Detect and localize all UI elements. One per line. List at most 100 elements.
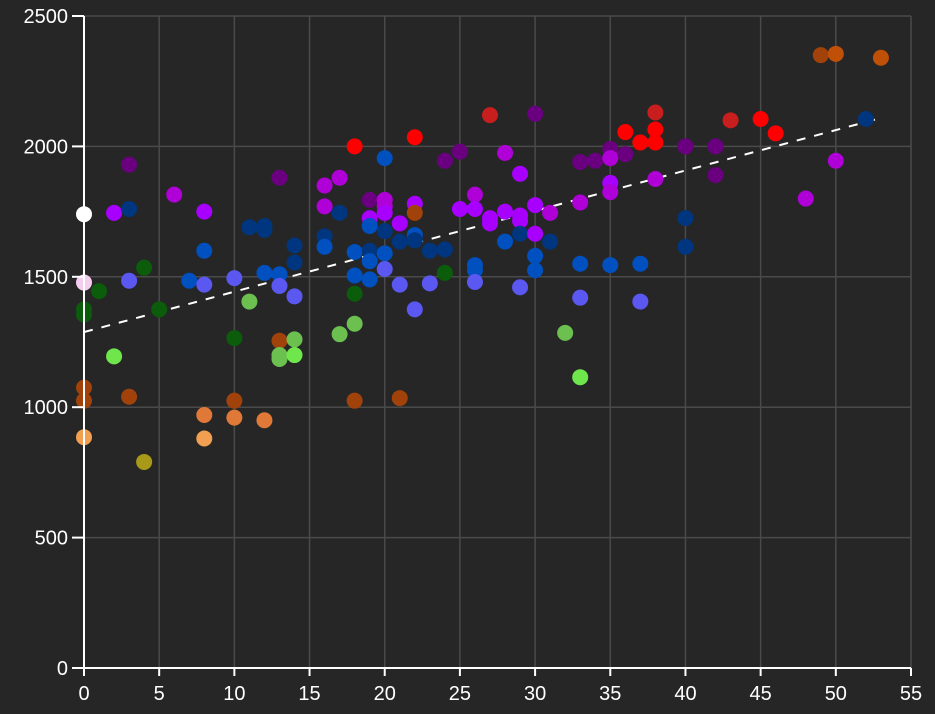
data-point [346, 285, 363, 302]
data-point [226, 330, 243, 347]
data-point [376, 223, 393, 240]
data-point [196, 242, 213, 259]
data-point [677, 238, 694, 255]
data-point [181, 272, 198, 289]
data-point [406, 301, 423, 318]
data-point [226, 392, 243, 409]
data-point [527, 247, 544, 264]
data-point [797, 190, 814, 207]
x-tick-label: 15 [298, 683, 320, 705]
data-point [451, 143, 468, 160]
data-point [572, 369, 589, 386]
x-tick-label: 55 [900, 683, 922, 705]
grid-lines [84, 15, 912, 668]
data-point [677, 138, 694, 155]
data-point [677, 210, 694, 227]
y-tick-label: 1500 [24, 267, 69, 289]
data-point [271, 350, 288, 367]
data-point [542, 204, 559, 221]
data-point [286, 331, 303, 348]
data-point [497, 203, 514, 220]
data-point [722, 112, 739, 129]
data-point [512, 225, 529, 242]
data-point [286, 237, 303, 254]
data-point [121, 156, 138, 173]
data-point [572, 154, 589, 171]
axes [76, 16, 911, 676]
data-point [136, 259, 153, 276]
data-point [587, 152, 604, 169]
data-point [542, 233, 559, 250]
data-point [572, 194, 589, 211]
data-point [572, 255, 589, 272]
data-point [527, 225, 544, 242]
data-point [226, 409, 243, 426]
x-tick-label: 50 [825, 683, 847, 705]
data-point [436, 152, 453, 169]
data-point [331, 204, 348, 221]
data-point [256, 264, 273, 281]
trend-line [83, 117, 882, 334]
data-point [346, 138, 363, 155]
data-point [512, 279, 529, 296]
data-point [617, 146, 634, 163]
y-tick-label: 1000 [24, 397, 69, 419]
data-point [436, 241, 453, 258]
data-point [136, 453, 153, 470]
data-point [346, 267, 363, 284]
data-point [346, 244, 363, 261]
data-point [91, 283, 108, 300]
y-tick-label: 2000 [24, 136, 69, 158]
data-point [391, 233, 408, 250]
data-point [361, 271, 378, 288]
data-point [241, 219, 258, 236]
data-point [151, 301, 168, 318]
data-point [361, 217, 378, 234]
data-point [256, 221, 273, 238]
data-point [857, 111, 874, 128]
data-point [707, 167, 724, 184]
data-point [316, 238, 333, 255]
data-point [361, 191, 378, 208]
data-point [376, 204, 393, 221]
y-axis-ticks: 0 500 1000 1500 2000 2500 [24, 6, 84, 680]
data-point [316, 177, 333, 194]
data-point [466, 200, 483, 217]
data-point [466, 262, 483, 279]
data-point [376, 245, 393, 262]
data-point [497, 144, 514, 161]
data-point [406, 204, 423, 221]
x-tick-label: 10 [223, 683, 245, 705]
data-point [286, 288, 303, 305]
data-points [76, 45, 889, 470]
data-point [406, 129, 423, 146]
data-point [121, 388, 138, 405]
data-point [376, 260, 393, 277]
data-point [451, 200, 468, 217]
data-point [752, 111, 769, 128]
data-point [391, 276, 408, 293]
x-tick-label: 35 [599, 683, 621, 705]
data-point [632, 255, 649, 272]
data-point [421, 275, 438, 292]
data-point [812, 47, 829, 64]
data-point [647, 134, 664, 151]
data-point [602, 184, 619, 201]
data-point [602, 257, 619, 274]
x-tick-label: 20 [374, 683, 396, 705]
data-point [436, 264, 453, 281]
data-point [827, 45, 844, 62]
trend-line-path [83, 117, 882, 334]
x-tick-label: 40 [674, 683, 696, 705]
data-point [421, 242, 438, 259]
data-point [527, 105, 544, 122]
data-point [196, 430, 213, 447]
data-point [872, 49, 889, 66]
data-point [497, 233, 514, 250]
x-tick-label: 30 [524, 683, 546, 705]
x-tick-label: 25 [449, 683, 471, 705]
data-point [271, 332, 288, 349]
data-point [632, 293, 649, 310]
data-point [196, 276, 213, 293]
